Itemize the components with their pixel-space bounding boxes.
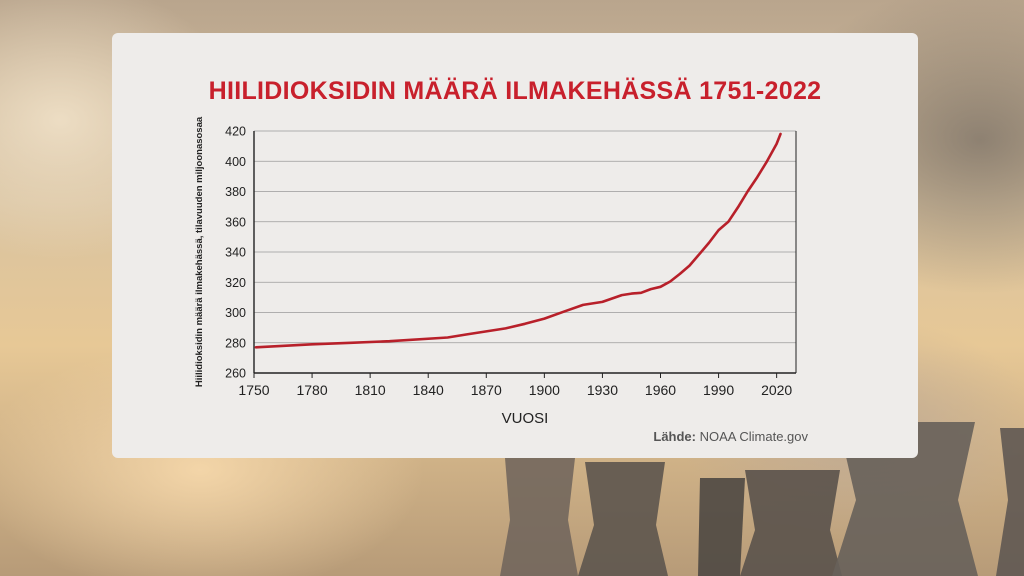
y-tick-label: 340 [225,246,246,260]
x-tick-label: 1930 [587,382,618,398]
series-line-0 [254,132,782,349]
x-tick-label: 1840 [413,382,444,398]
y-tick-label: 320 [225,276,246,290]
y-axis-label: Hiilidioksidin määrä ilmakehässä, tilavu… [194,116,205,387]
y-tick-label: 280 [225,336,246,350]
chart-title: HIILIDIOKSIDIN MÄÄRÄ ILMAKEHÄSSÄ 1751-20… [208,77,822,105]
y-tick-label: 420 [225,125,246,139]
chart-card: HIILIDIOKSIDIN MÄÄRÄ ILMAKEHÄSSÄ 1751-20… [112,33,918,458]
x-tick-label: 1780 [296,382,327,398]
source-text: NOAA Climate.gov [699,429,808,444]
x-tick-label: 1990 [703,382,734,398]
y-tick-label: 300 [225,306,246,320]
x-tick-label: 2020 [761,382,792,398]
x-tick-label: 1960 [645,382,676,398]
x-tick-label: 1750 [238,382,269,398]
source-credit: Lähde: NOAA Climate.gov [653,429,808,444]
y-tick-label: 360 [225,215,246,229]
x-tick-label: 1810 [355,382,386,398]
y-tick-label: 400 [225,155,246,169]
y-tick-label: 260 [225,367,246,381]
x-tick-label: 1900 [529,382,560,398]
source-label: Lähde: [653,429,696,444]
y-tick-label: 380 [225,185,246,199]
x-tick-label: 1870 [471,382,502,398]
line-chart: 260 280 300 320 340 360 380 400 420 1750 1780 1810 1… [194,116,797,427]
x-axis-label: VUOSI [502,410,549,427]
